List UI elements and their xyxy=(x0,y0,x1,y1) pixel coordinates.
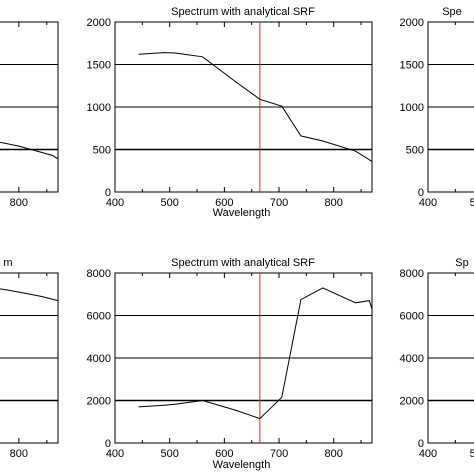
x-tick-label: 400 xyxy=(419,448,437,460)
x-axis-label: Wavelength xyxy=(213,459,271,471)
y-tick-label: 1500 xyxy=(87,60,111,72)
x-tick-label: 700 xyxy=(270,448,288,460)
y-tick-label: 2000 xyxy=(87,396,111,408)
y-tick-label: 0 xyxy=(418,438,424,450)
y-tick-label: 2000 xyxy=(400,17,424,29)
x-tick-label: 5 xyxy=(470,197,474,209)
chart-panel-center-top: 0 500 1000 1500 2000 400 500 600 700 800 Spectrum … xyxy=(87,6,373,219)
chart-panel-left-bottom: 800 m xyxy=(0,257,59,460)
chart-panel-right-bottom: 0 2000 4000 6000 8000 400 5 Sp xyxy=(400,257,474,460)
x-tick-label: 500 xyxy=(161,197,179,209)
chart-title: Spe xyxy=(442,6,462,18)
chart-title: Sp xyxy=(455,257,468,269)
x-tick-label: 400 xyxy=(106,197,124,209)
spectrum-line xyxy=(138,52,373,162)
chart-title: m xyxy=(3,257,12,269)
y-tick-label: 1000 xyxy=(400,102,424,114)
y-tick-label: 0 xyxy=(105,438,111,450)
x-tick-label: 800 xyxy=(325,448,343,460)
x-tick-label: 400 xyxy=(106,448,124,460)
chart-panel-center-bottom: 0 2000 4000 6000 8000 400 500 600 700 800 Spectrum… xyxy=(87,257,373,471)
y-tick-label: 4000 xyxy=(400,353,424,365)
y-tick-label: 500 xyxy=(93,145,111,157)
y-tick-label: 6000 xyxy=(87,311,111,323)
spectrum-line xyxy=(0,288,59,302)
x-tick-label: 800 xyxy=(10,448,28,460)
y-tick-label: 4000 xyxy=(87,353,111,365)
spectrum-line xyxy=(0,141,59,160)
chart-panel-right-top: 0 500 1000 1500 2000 400 5 Spe xyxy=(400,6,474,209)
spectrum-line xyxy=(138,287,373,420)
chart-panel-left-top: 800 xyxy=(0,21,59,209)
y-tick-label: 1500 xyxy=(400,60,424,72)
x-tick-label: 600 xyxy=(215,448,233,460)
chart-title: Spectrum with analytical SRF xyxy=(171,257,315,269)
y-tick-label: 0 xyxy=(418,187,424,199)
x-tick-label: 500 xyxy=(161,448,179,460)
y-tick-label: 6000 xyxy=(400,311,424,323)
y-tick-label: 8000 xyxy=(400,268,424,280)
y-tick-label: 2000 xyxy=(87,17,111,29)
chart-title: Spectrum with analytical SRF xyxy=(171,6,315,18)
y-tick-label: 500 xyxy=(406,145,424,157)
x-tick-label: 5 xyxy=(470,448,474,460)
y-tick-label: 1000 xyxy=(87,102,111,114)
y-tick-label: 2000 xyxy=(400,396,424,408)
x-tick-label: 800 xyxy=(325,197,343,209)
x-tick-label: 600 xyxy=(215,197,233,209)
y-tick-label: 8000 xyxy=(87,268,111,280)
y-tick-label: 0 xyxy=(105,187,111,199)
x-tick-label: 400 xyxy=(419,197,437,209)
x-tick-label: 700 xyxy=(270,197,288,209)
x-tick-label: 800 xyxy=(10,197,28,209)
x-axis-label: Wavelength xyxy=(213,207,271,219)
